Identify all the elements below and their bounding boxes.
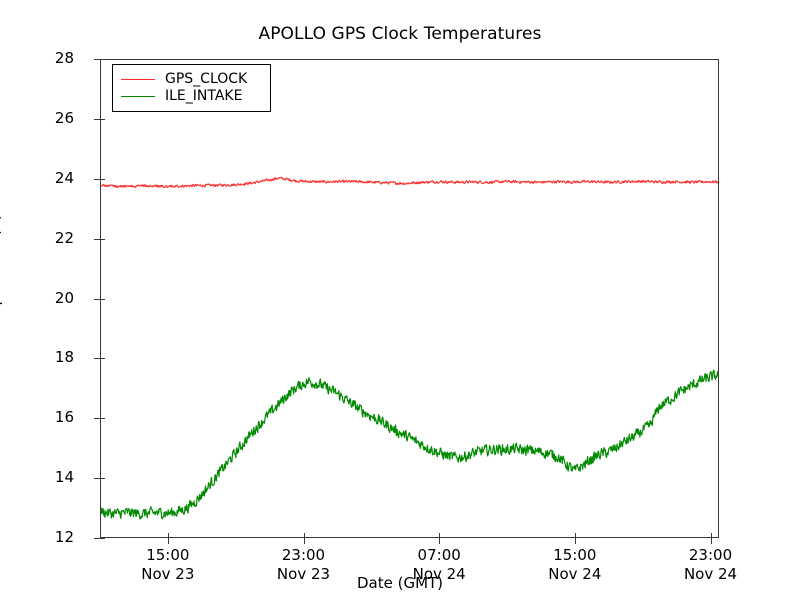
y-axis-tick-inner [100, 178, 105, 180]
y-axis-tick-label: 14 [54, 468, 74, 487]
series-line-ile-intake [101, 369, 718, 520]
x-axis-tick-label: 15:00 Nov 23 [108, 546, 228, 584]
x-tick-date: Nov 23 [276, 565, 331, 583]
x-tick-time: 15:00 [146, 546, 190, 564]
chart-title: APOLLO GPS Clock Temperatures [258, 24, 542, 44]
y-axis-tick [94, 118, 100, 120]
y-axis-tick-label: 22 [54, 228, 74, 247]
series-layer [101, 176, 718, 520]
series-line-gps-clock [101, 176, 718, 189]
x-tick-time: 23:00 [281, 546, 326, 564]
x-tick-time: 23:00 [688, 546, 733, 564]
y-axis-tick-label: 12 [54, 528, 74, 546]
x-axis-label: Date (GMT) [356, 574, 444, 592]
y-axis-tick [94, 59, 100, 60]
legend-color-swatch [121, 78, 155, 80]
y-axis-tick [94, 478, 100, 480]
y-axis-tick-label: 18 [54, 348, 74, 367]
legend-item-label: GPS_CLOCK [165, 71, 248, 87]
legend-item: GPS_CLOCK [121, 71, 260, 87]
legend-item-label: ILE_INTAKE [165, 88, 243, 104]
y-axis-tick [94, 178, 100, 180]
y-axis-tick-label: 20 [54, 288, 74, 307]
x-tick-time: 07:00 [417, 546, 461, 564]
legend-color-swatch [121, 95, 155, 97]
x-tick-date: Nov 24 [683, 565, 738, 583]
y-axis-tick-label: 28 [54, 49, 74, 67]
y-axis-tick-label: 26 [54, 108, 74, 127]
plot-area [100, 59, 719, 538]
x-axis-tick-label: 15:00 Nov 24 [515, 546, 635, 584]
y-axis-tick-label: 24 [54, 168, 74, 187]
y-axis-tick [94, 418, 100, 420]
x-axis-tick-label: 23:00 Nov 24 [651, 546, 771, 584]
x-tick-date: Nov 24 [548, 565, 602, 583]
y-axis-tick-inner [100, 59, 105, 60]
plot-svg [101, 176, 718, 520]
x-axis-tick [167, 538, 169, 544]
x-axis-tick [439, 538, 441, 544]
y-axis-tick [94, 538, 100, 539]
chart-legend: GPS_CLOCK ILE_INTAKE [112, 64, 271, 112]
y-axis-tick-inner [100, 358, 105, 360]
x-axis-tick-label: 23:00 Nov 23 [244, 546, 364, 584]
x-tick-time: 15:00 [553, 546, 597, 564]
y-axis-tick [94, 238, 100, 240]
x-axis-tick-inner [167, 533, 169, 538]
x-axis-tick-inner [439, 533, 441, 538]
x-axis-tick-inner [710, 533, 712, 538]
y-axis-tick-inner [100, 538, 105, 539]
y-axis-tick-inner [100, 418, 105, 420]
y-axis-tick [94, 298, 100, 300]
y-axis-tick-inner [100, 238, 105, 240]
y-axis-tick-label: 16 [54, 408, 74, 427]
x-axis-tick-label: 07:00 Nov 24 [379, 546, 499, 584]
x-axis-tick [710, 538, 712, 544]
x-axis-tick-inner [574, 533, 576, 538]
y-axis-tick-inner [100, 118, 105, 120]
y-axis-label: Temperature (C) [0, 214, 3, 336]
x-axis-tick-inner [303, 533, 305, 538]
x-tick-date: Nov 23 [141, 565, 195, 583]
x-axis-tick [574, 538, 576, 544]
y-axis-tick-inner [100, 298, 105, 300]
x-axis-tick [303, 538, 305, 544]
x-tick-date: Nov 24 [412, 565, 466, 583]
y-axis-tick [94, 358, 100, 360]
legend-item: ILE_INTAKE [121, 88, 260, 104]
y-axis-tick-inner [100, 478, 105, 480]
